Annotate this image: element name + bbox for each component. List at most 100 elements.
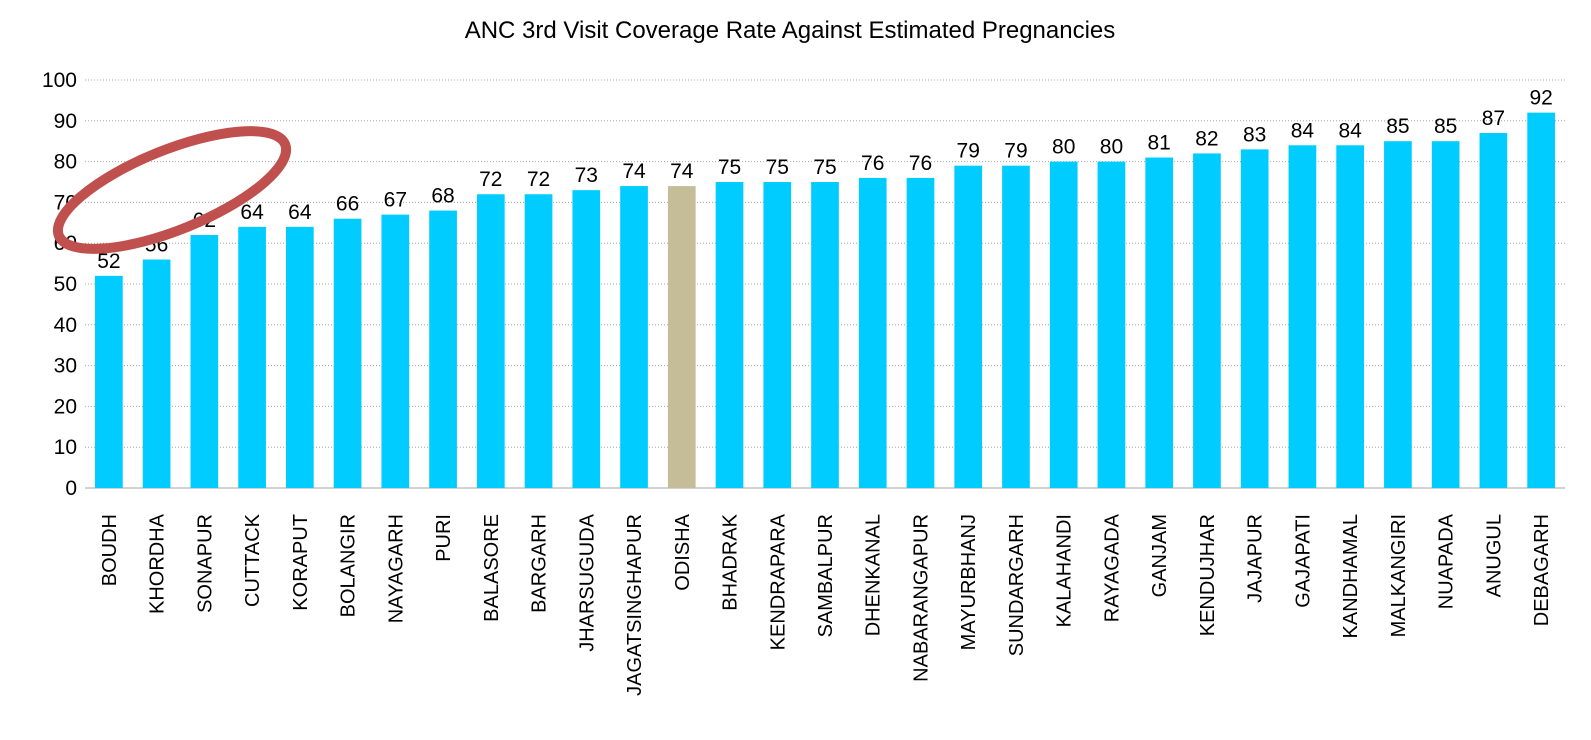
bar <box>1193 153 1221 488</box>
bar <box>381 214 410 488</box>
bar <box>190 235 219 488</box>
bar <box>1527 112 1555 488</box>
data-label: 85 <box>1434 115 1457 138</box>
chart-title: ANC 3rd Visit Coverage Rate Against Esti… <box>465 17 1116 44</box>
y-tick-label: 20 <box>54 395 77 418</box>
y-tick-label: 30 <box>54 355 77 378</box>
y-tick-label: 0 <box>65 477 77 500</box>
bar <box>715 182 744 488</box>
x-tick-label: NAYAGARH <box>385 514 407 623</box>
bar <box>1431 141 1460 488</box>
data-label: 75 <box>813 156 836 179</box>
data-label: 79 <box>1004 140 1027 163</box>
x-tick-label: BOLANGIR <box>338 514 360 617</box>
bar <box>906 177 935 489</box>
bar <box>1288 145 1317 488</box>
x-tick-label: KENDUJHAR <box>1197 514 1219 636</box>
bar <box>667 186 696 488</box>
x-tick-label: BALASORE <box>481 514 503 622</box>
x-tick-label: MALKANGIRI <box>1388 514 1410 637</box>
x-tick-label: BARGARH <box>529 514 551 613</box>
data-label: 75 <box>718 156 741 179</box>
y-tick-label: 100 <box>42 69 77 92</box>
bar <box>1384 141 1412 488</box>
x-tick-label: DHENKANAL <box>863 514 885 636</box>
data-label: 84 <box>1291 119 1315 142</box>
data-label: 66 <box>336 193 359 216</box>
x-tick-label: KANDHAMAL <box>1340 514 1362 638</box>
bar <box>95 275 123 488</box>
x-tick-label: RAYAGADA <box>1101 513 1123 622</box>
bar <box>572 190 601 488</box>
bar <box>1479 133 1508 489</box>
bar <box>476 194 505 489</box>
x-tick-label: NUAPADA <box>1436 513 1458 609</box>
bar <box>763 182 792 488</box>
data-label: 84 <box>1338 119 1362 142</box>
data-label: 79 <box>957 140 980 163</box>
data-label: 81 <box>1148 132 1171 155</box>
data-label: 73 <box>575 164 598 187</box>
data-label: 67 <box>384 189 407 212</box>
data-label: 82 <box>1195 127 1218 150</box>
data-label: 76 <box>909 152 932 175</box>
bar <box>429 210 457 488</box>
data-label: 85 <box>1386 115 1409 138</box>
x-tick-label: ANUGUL <box>1483 514 1505 597</box>
x-tick-label: SONAPUR <box>194 514 216 613</box>
x-tick-label: JAJAPUR <box>1245 514 1267 603</box>
bar <box>524 194 553 489</box>
x-tick-label: SUNDARGARH <box>1006 514 1028 656</box>
x-tick-label: KENDRAPARA <box>767 513 789 650</box>
y-tick-label: 40 <box>54 314 77 337</box>
x-tick-label: NABARANGAPUR <box>910 514 932 682</box>
bar <box>285 226 314 488</box>
x-tick-label: DEBAGARH <box>1531 514 1553 626</box>
bar <box>333 218 362 488</box>
data-label: 83 <box>1243 123 1266 146</box>
bar <box>620 186 648 488</box>
bar <box>811 182 839 488</box>
data-label: 74 <box>670 160 694 183</box>
x-tick-label: BOUDH <box>99 514 121 586</box>
bar <box>1097 161 1126 488</box>
bar <box>1240 149 1269 489</box>
highlight-ellipse <box>52 126 292 254</box>
data-label: 64 <box>288 201 312 224</box>
x-tick-label: JAGATSINGHAPUR <box>624 514 646 696</box>
data-label: 76 <box>861 152 884 175</box>
data-label: 80 <box>1052 136 1075 159</box>
x-tick-label: KHORDHA <box>147 513 169 614</box>
data-label: 87 <box>1482 107 1505 130</box>
bar <box>238 226 266 488</box>
data-label: 68 <box>431 185 454 208</box>
plot-area: 010203040506070809010052BOUDH56KHORDHA62… <box>42 69 1565 696</box>
bar <box>1145 157 1174 488</box>
y-tick-label: 10 <box>54 436 77 459</box>
x-tick-label: PURI <box>433 514 455 562</box>
bar <box>142 259 171 488</box>
data-label: 80 <box>1100 136 1123 159</box>
y-tick-label: 50 <box>54 273 77 296</box>
bar <box>1049 161 1078 488</box>
data-label: 72 <box>527 168 550 191</box>
x-tick-label: JHARSUGUDA <box>576 513 598 651</box>
x-tick-label: SAMBALPUR <box>815 514 837 637</box>
y-tick-label: 80 <box>54 151 77 174</box>
bar <box>1002 165 1030 488</box>
y-tick-label: 90 <box>54 110 77 133</box>
x-tick-label: MAYURBHANJ <box>958 514 980 650</box>
data-label: 52 <box>97 250 120 273</box>
bar <box>858 177 887 489</box>
data-label: 74 <box>622 160 646 183</box>
x-tick-label: ODISHA <box>672 513 694 590</box>
x-tick-label: GAJAPATI <box>1292 514 1314 608</box>
x-tick-label: BHADRAK <box>720 513 742 610</box>
x-tick-label: KORAPUT <box>290 514 312 611</box>
bar <box>954 165 983 488</box>
x-tick-label: GANJAM <box>1149 514 1171 597</box>
data-label: 92 <box>1529 87 1552 110</box>
data-label: 72 <box>479 168 502 191</box>
x-tick-label: CUTTACK <box>242 513 264 607</box>
